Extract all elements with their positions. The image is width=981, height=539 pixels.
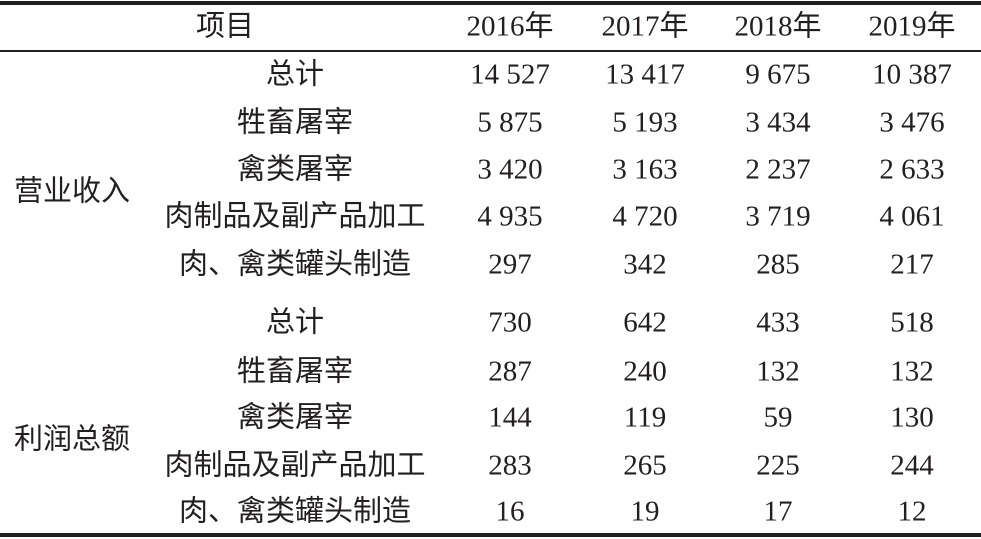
cell-value: 2 633 xyxy=(879,153,945,186)
cell-value: 4 061 xyxy=(879,200,945,233)
cell-value: 283 xyxy=(488,449,532,482)
cell-value: 5 875 xyxy=(477,106,543,139)
row-item: 禽类屠宰 xyxy=(236,401,354,434)
row-item: 肉制品及副产品加工 xyxy=(164,200,426,233)
row-item: 肉、禽类罐头制造 xyxy=(178,248,412,281)
cell-value: 10 387 xyxy=(872,58,952,91)
cell-value: 5 193 xyxy=(612,106,678,139)
cell-value: 19 xyxy=(630,495,660,528)
cell-value: 217 xyxy=(890,248,934,281)
row-item: 总计 xyxy=(265,306,325,339)
cell-value: 132 xyxy=(890,355,934,388)
cell-value: 433 xyxy=(756,306,800,339)
cell-value: 2 237 xyxy=(745,153,811,186)
cell-value: 244 xyxy=(890,449,934,482)
cell-value: 225 xyxy=(756,449,800,482)
cell-value: 730 xyxy=(488,306,532,339)
cell-value: 17 xyxy=(763,495,793,528)
bottom-rule xyxy=(0,533,981,537)
cell-value: 9 675 xyxy=(745,58,811,91)
header-year: 2016年 xyxy=(466,10,554,43)
cell-value: 144 xyxy=(488,401,532,434)
cell-value: 13 417 xyxy=(605,58,685,91)
cell-value: 342 xyxy=(623,248,667,281)
cell-value: 287 xyxy=(488,355,532,388)
header-year: 2019年 xyxy=(868,10,956,43)
cell-value: 518 xyxy=(890,306,934,339)
top-rule xyxy=(0,1,981,5)
row-item: 肉、禽类罐头制造 xyxy=(178,495,412,528)
cell-value: 3 420 xyxy=(477,153,543,186)
header-item: 项目 xyxy=(195,10,255,43)
group-label: 利润总额 xyxy=(13,423,131,456)
cell-value: 4 720 xyxy=(612,200,678,233)
header-year: 2018年 xyxy=(734,10,822,43)
cell-value: 265 xyxy=(623,449,667,482)
cell-value: 59 xyxy=(763,401,793,434)
header-rule xyxy=(0,50,981,52)
cell-value: 16 xyxy=(495,495,525,528)
row-item: 肉制品及副产品加工 xyxy=(164,449,426,482)
cell-value: 642 xyxy=(623,306,667,339)
cell-value: 132 xyxy=(756,355,800,388)
cell-value: 297 xyxy=(488,248,532,281)
cell-value: 119 xyxy=(623,401,667,434)
row-item: 牲畜屠宰 xyxy=(236,355,354,388)
cell-value: 12 xyxy=(897,495,927,528)
cell-value: 3 163 xyxy=(612,153,678,186)
cell-value: 3 476 xyxy=(879,106,945,139)
row-item: 牲畜屠宰 xyxy=(236,106,354,139)
header-year: 2017年 xyxy=(601,10,689,43)
cell-value: 130 xyxy=(890,401,934,434)
row-item: 总计 xyxy=(265,58,325,91)
group-label: 营业收入 xyxy=(13,175,131,208)
cell-value: 285 xyxy=(756,248,800,281)
cell-value: 3 719 xyxy=(745,200,811,233)
cell-value: 14 527 xyxy=(470,58,550,91)
cell-value: 3 434 xyxy=(745,106,811,139)
cell-value: 4 935 xyxy=(477,200,543,233)
row-item: 禽类屠宰 xyxy=(236,153,354,186)
cell-value: 240 xyxy=(623,355,667,388)
